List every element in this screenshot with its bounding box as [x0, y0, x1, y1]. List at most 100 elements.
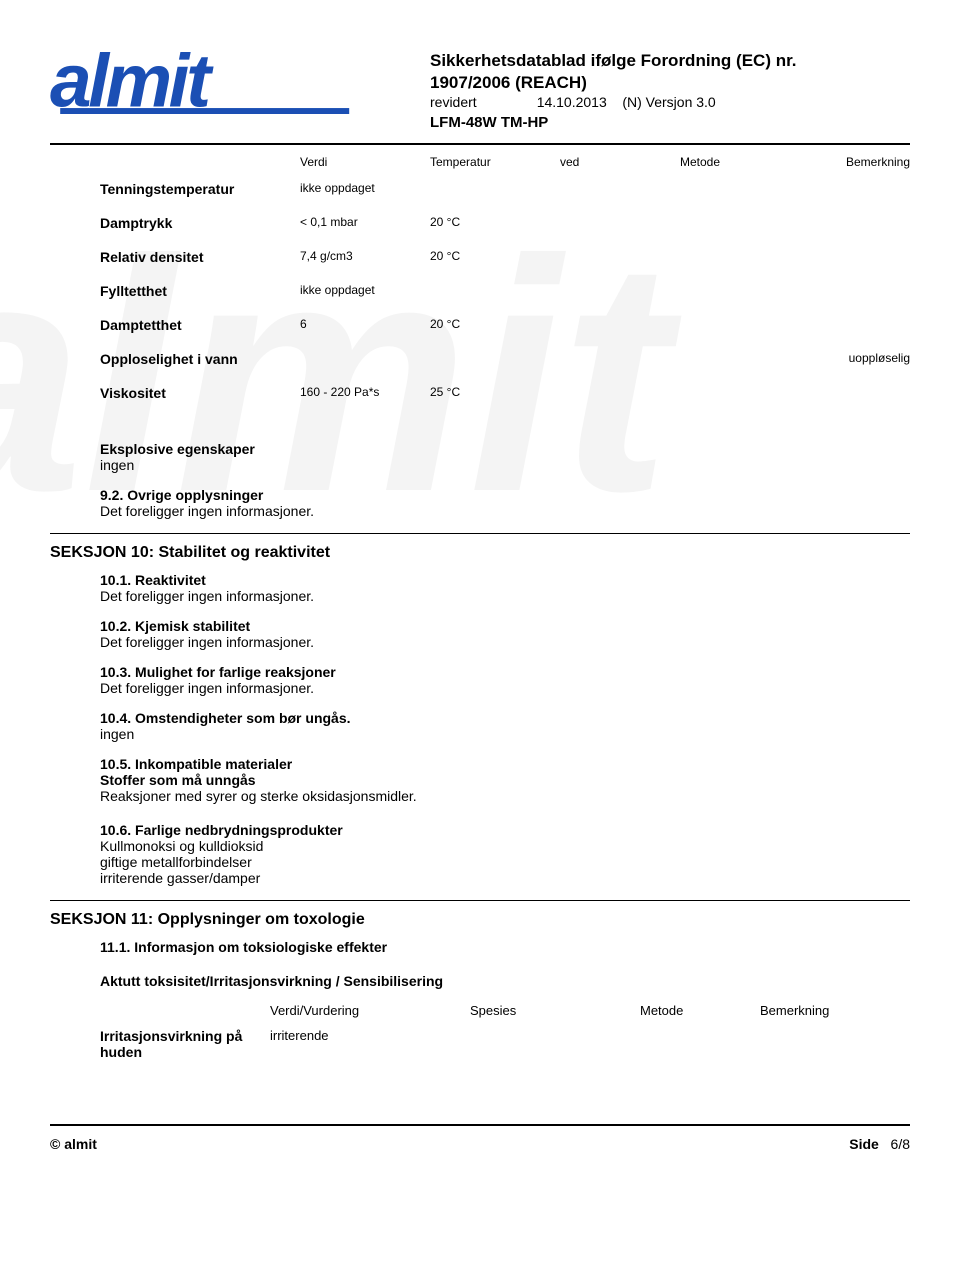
- s101-title: 10.1. Reaktivitet: [100, 572, 910, 588]
- s105-title: 10.5. Inkompatible materialer: [100, 756, 910, 772]
- footer-divider: [50, 1124, 910, 1126]
- prop-label: Relativ densitet: [100, 249, 300, 265]
- prop-bemerk: [810, 181, 910, 197]
- prop-label: Viskositet: [100, 385, 300, 401]
- prop-verdi: < 0,1 mbar: [300, 215, 430, 231]
- page-footer: © almit Side 6/8: [50, 1136, 910, 1152]
- properties-header-row: Verdi Temperatur ved Metode Bemerkning: [100, 155, 960, 169]
- s104-title: 10.4. Omstendigheter som bør ungås.: [100, 710, 910, 726]
- col-bemerkning: Bemerkning: [810, 155, 910, 169]
- svg-text:almit: almit: [50, 40, 214, 120]
- acute-block: Aktutt toksisitet/Irritasjonsvirkning / …: [100, 973, 910, 989]
- s105-text: Reaksjoner med syrer og sterke oksidasjo…: [100, 788, 910, 804]
- s102-title: 10.2. Kjemisk stabilitet: [100, 618, 910, 634]
- s92-title: 9.2. Ovrige opplysninger: [100, 487, 910, 503]
- tox-col-spesies: Spesies: [470, 1003, 640, 1018]
- prop-row: Relativ densitet 7,4 g/cm3 20 °C: [100, 249, 960, 265]
- prop-label: Tenningstemperatur: [100, 181, 300, 197]
- s102-text: Det foreligger ingen informasjoner.: [100, 634, 910, 650]
- tox-col-verdi: Verdi/Vurdering: [270, 1003, 470, 1018]
- properties-table: Verdi Temperatur ved Metode Bemerkning T…: [100, 155, 960, 401]
- s104-block: 10.4. Omstendigheter som bør ungås. inge…: [100, 710, 910, 742]
- s101-text: Det foreligger ingen informasjoner.: [100, 588, 910, 604]
- explosive-text: ingen: [100, 457, 910, 473]
- prop-bemerk: [810, 249, 910, 265]
- prop-temp: 25 °C: [430, 385, 560, 401]
- s106-title: 10.6. Farlige nedbrydningsprodukter: [100, 822, 910, 838]
- document-header: almit Sikkerhetsdatablad ifølge Forordni…: [50, 40, 910, 131]
- prop-bemerk: [810, 283, 910, 299]
- tox-row: Irritasjonsvirkning på huden irriterende: [100, 1028, 910, 1060]
- s106-block: 10.6. Farlige nedbrydningsprodukter Kull…: [100, 822, 910, 886]
- explosive-title: Eksplosive egenskaper: [100, 441, 910, 457]
- prop-label: Fylltetthet: [100, 283, 300, 299]
- prop-label: Damptetthet: [100, 317, 300, 333]
- revidert-date: 14.10.2013: [537, 94, 607, 110]
- toxicity-table: Verdi/Vurdering Spesies Metode Bemerknin…: [100, 1003, 910, 1060]
- prop-row: Viskositet 160 - 220 Pa*s 25 °C: [100, 385, 960, 401]
- copyright: © almit: [50, 1136, 97, 1152]
- explosive-block: Eksplosive egenskaper ingen: [100, 441, 910, 473]
- s104-text: ingen: [100, 726, 910, 742]
- s111-title: 11.1. Informasjon om toksiologiske effek…: [100, 939, 910, 955]
- prop-row: Opploselighet i vann uoppløselig: [100, 351, 960, 367]
- tox-header-row: Verdi/Vurdering Spesies Metode Bemerknin…: [100, 1003, 910, 1018]
- almit-logo: almit: [50, 40, 430, 123]
- prop-verdi: [300, 351, 430, 367]
- version: (N) Versjon 3.0: [622, 94, 715, 110]
- prop-row: Damptrykk < 0,1 mbar 20 °C: [100, 215, 960, 231]
- product-name: LFM-48W TM-HP: [430, 114, 910, 131]
- s103-title: 10.3. Mulighet for farlige reaksjoner: [100, 664, 910, 680]
- s106-l1: Kullmonoksi og kulldioksid: [100, 838, 910, 854]
- prop-verdi: 6: [300, 317, 430, 333]
- s101-block: 10.1. Reaktivitet Det foreligger ingen i…: [100, 572, 910, 604]
- section-divider: [50, 533, 910, 534]
- prop-temp: 20 °C: [430, 215, 560, 231]
- section-divider: [50, 900, 910, 901]
- s103-block: 10.3. Mulighet for farlige reaksjoner De…: [100, 664, 910, 696]
- side-label: Side: [849, 1136, 879, 1152]
- col-metode: Metode: [680, 155, 810, 169]
- s106-l2: giftige metallforbindelser: [100, 854, 910, 870]
- tox-col-bemerk: Bemerkning: [760, 1003, 860, 1018]
- prop-bemerk: [810, 215, 910, 231]
- s111-block: 11.1. Informasjon om toksiologiske effek…: [100, 939, 910, 955]
- s105-sub: Stoffer som må unngås: [100, 772, 910, 788]
- page-value: 6/8: [891, 1136, 910, 1152]
- s106-l3: irriterende gasser/damper: [100, 870, 910, 886]
- prop-verdi: 7,4 g/cm3: [300, 249, 430, 265]
- col-verdi: Verdi: [300, 155, 430, 169]
- prop-temp: [430, 351, 560, 367]
- revidert-label: revidert: [430, 94, 477, 110]
- tox-row-label: Irritasjonsvirkning på huden: [100, 1028, 270, 1060]
- s105-block: 10.5. Inkompatible materialer Stoffer so…: [100, 756, 910, 804]
- prop-temp: 20 °C: [430, 249, 560, 265]
- header-divider: [50, 143, 910, 145]
- prop-temp: [430, 181, 560, 197]
- header-text-block: Sikkerhetsdatablad ifølge Forordning (EC…: [430, 40, 910, 131]
- doc-title-1: Sikkerhetsdatablad ifølge Forordning (EC…: [430, 50, 910, 72]
- prop-verdi: ikke oppdaget: [300, 181, 430, 197]
- tox-row-verdi: irriterende: [270, 1028, 470, 1060]
- doc-title-2: 1907/2006 (REACH): [430, 72, 910, 94]
- prop-row: Fylltetthet ikke oppdaget: [100, 283, 960, 299]
- col-temperatur: Temperatur: [430, 155, 560, 169]
- prop-temp: [430, 283, 560, 299]
- s102-block: 10.2. Kjemisk stabilitet Det foreligger …: [100, 618, 910, 650]
- tox-col-metode: Metode: [640, 1003, 760, 1018]
- section-10-title: SEKSJON 10: Stabilitet og reaktivitet: [50, 544, 910, 562]
- s92-block: 9.2. Ovrige opplysninger Det foreligger …: [100, 487, 910, 519]
- prop-bemerk: [810, 317, 910, 333]
- prop-temp: 20 °C: [430, 317, 560, 333]
- prop-row: Tenningstemperatur ikke oppdaget: [100, 181, 960, 197]
- prop-bemerk: uoppløselig: [810, 351, 910, 367]
- page-number: Side 6/8: [849, 1136, 910, 1152]
- section-11-title: SEKSJON 11: Opplysninger om toxologie: [50, 911, 910, 929]
- prop-row: Damptetthet 6 20 °C: [100, 317, 960, 333]
- prop-bemerk: [810, 385, 910, 401]
- s103-text: Det foreligger ingen informasjoner.: [100, 680, 910, 696]
- acute-title: Aktutt toksisitet/Irritasjonsvirkning / …: [100, 973, 910, 989]
- col-ved: ved: [560, 155, 680, 169]
- prop-verdi: ikke oppdaget: [300, 283, 430, 299]
- prop-label: Damptrykk: [100, 215, 300, 231]
